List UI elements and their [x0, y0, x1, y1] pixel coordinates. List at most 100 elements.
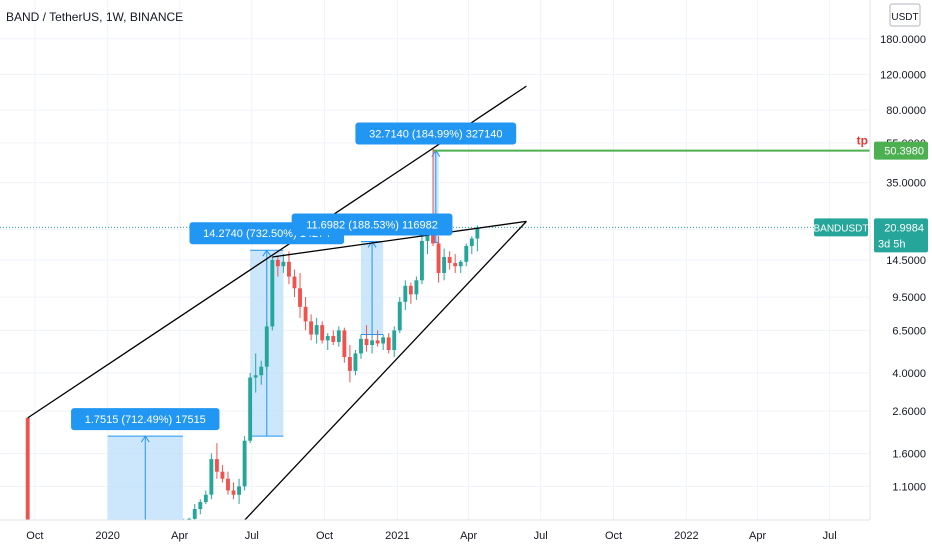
candle-body	[187, 518, 192, 520]
measure-range-arrowhead	[367, 240, 377, 248]
candle-body	[264, 326, 269, 367]
candle-body	[397, 301, 402, 331]
candle-body	[342, 330, 347, 358]
candle-body	[370, 340, 375, 346]
candle-body	[253, 375, 258, 378]
candle-body	[209, 459, 214, 495]
candle-body	[464, 245, 469, 262]
candle-body	[320, 325, 325, 341]
current-price-tag	[874, 218, 928, 253]
candle-body	[353, 353, 358, 371]
candle-body	[431, 233, 435, 244]
time-axis-tick-label: Jul	[823, 530, 837, 542]
candle-body	[275, 259, 280, 267]
candle-body	[259, 366, 264, 376]
price-axis-tick-label: 1.6000	[892, 448, 926, 460]
chart-title: BAND / TetherUS, 1W, BINANCE	[6, 10, 184, 24]
candle-body	[214, 459, 219, 472]
candle-body	[453, 263, 458, 267]
price-axis-unit-box	[889, 3, 921, 27]
candle-body	[220, 471, 225, 479]
measure-range-arrowhead	[262, 249, 272, 257]
candle-body	[336, 330, 341, 342]
candle-body	[314, 325, 319, 335]
measure-range-label: 32.7140 (184.99%) 327140	[369, 129, 502, 141]
measure-range-label-bg	[355, 122, 517, 145]
tp-price-tag	[874, 141, 928, 160]
current-price-label: 20.9984	[884, 222, 924, 234]
candle-body	[242, 440, 247, 487]
price-axis-tick-label: 4.0000	[892, 368, 926, 380]
candle-body	[375, 340, 380, 344]
time-axis-tick-label: Apr	[460, 530, 477, 542]
time-axis-tick-label: 2021	[385, 530, 409, 542]
time-axis-tick-label: Apr	[749, 530, 766, 542]
measure-range-label: 11.6982 (188.53%) 116982	[306, 219, 438, 231]
candle-body	[231, 490, 236, 495]
price-axis-tick-label: 80.0000	[886, 105, 926, 117]
candle-body	[359, 338, 363, 354]
candle-body	[287, 261, 291, 277]
candle-body	[331, 335, 336, 342]
time-axis-tick-label: Oct	[316, 530, 333, 542]
symbol-tag-label: BANDUSDT	[813, 223, 868, 234]
candle-body	[226, 478, 230, 491]
time-axis-tick-label: Jul	[245, 530, 259, 542]
price-axis-tick-label: 14.5000	[886, 255, 926, 267]
candle-body	[403, 285, 408, 302]
candle-body	[298, 288, 302, 307]
candle-body	[381, 337, 386, 344]
price-axis-unit: USDT	[891, 12, 918, 23]
candle-body	[425, 233, 430, 241]
trendline	[243, 220, 527, 520]
candle-body	[192, 509, 197, 519]
time-axis-tick-label: Jul	[534, 530, 548, 542]
price-axis-bg	[870, 0, 932, 550]
measure-range-label: 1.7515 (712.49%) 17515	[85, 414, 206, 426]
candle-body	[392, 330, 397, 350]
candle-body	[469, 238, 474, 246]
current-price-countdown: 3d 5h	[878, 238, 906, 250]
candle-body	[309, 321, 314, 335]
symbol-tag	[814, 218, 868, 237]
candle-body	[325, 335, 330, 341]
candle-body	[25, 417, 30, 520]
candle-body	[198, 502, 203, 510]
plot-area	[0, 85, 870, 520]
candle-body	[303, 306, 308, 322]
price-axis-tick-label: 9.5000	[892, 292, 926, 304]
price-axis-tick-label: 6.5000	[892, 325, 926, 337]
candle-body	[347, 357, 352, 371]
candle-body	[442, 256, 447, 273]
time-axis-tick-label: 2022	[674, 530, 698, 542]
time-axis-tick-label: Oct	[26, 530, 43, 542]
candle-body	[447, 256, 452, 264]
time-axis-tick-label: Apr	[171, 530, 188, 542]
candle-body	[436, 243, 441, 273]
price-axis-tick-label: 35.0000	[886, 178, 926, 190]
measure-range-label-bg	[291, 213, 453, 236]
candle-body	[237, 486, 242, 495]
candle-body	[364, 338, 369, 346]
candle-body	[408, 285, 413, 295]
candle-body	[475, 227, 480, 239]
measure-range-arrowhead	[140, 435, 150, 443]
time-axis-tick-label: 2020	[95, 530, 119, 542]
price-axis-tick-label: 1.1000	[892, 481, 926, 493]
measure-range-label-bg	[71, 408, 220, 431]
candle-body	[292, 276, 297, 289]
price-axis-tick-label: 180.0000	[880, 34, 926, 46]
tp-price-label: 50.3980	[884, 146, 924, 158]
time-axis-tick-label: Oct	[605, 530, 622, 542]
tp-label: tp	[857, 134, 868, 148]
candle-body	[419, 240, 424, 281]
candle-body	[203, 494, 208, 503]
candle-body	[414, 280, 419, 295]
price-axis-tick-label: 120.0000	[880, 69, 926, 81]
trendline	[272, 220, 527, 258]
candle-body	[386, 337, 391, 350]
candle-body	[458, 261, 463, 267]
time-axis-bg	[0, 520, 932, 550]
